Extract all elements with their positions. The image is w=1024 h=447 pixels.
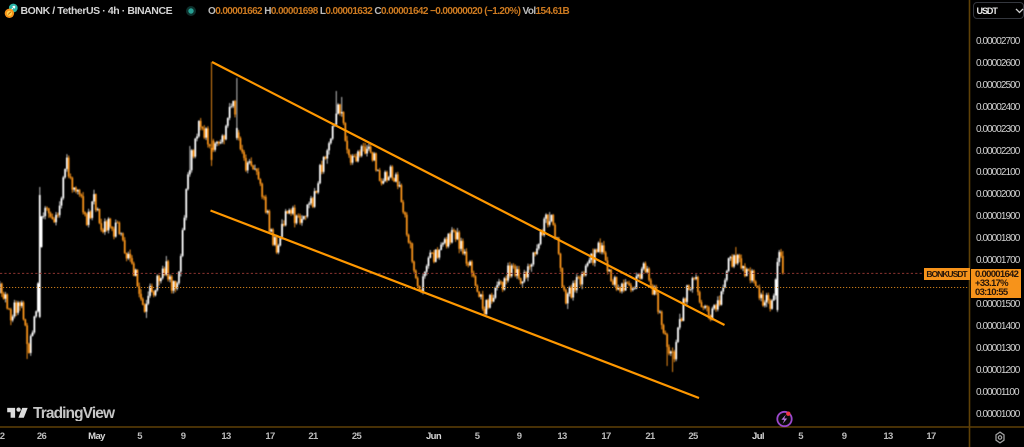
svg-text:TradingView: TradingView [33, 405, 116, 421]
